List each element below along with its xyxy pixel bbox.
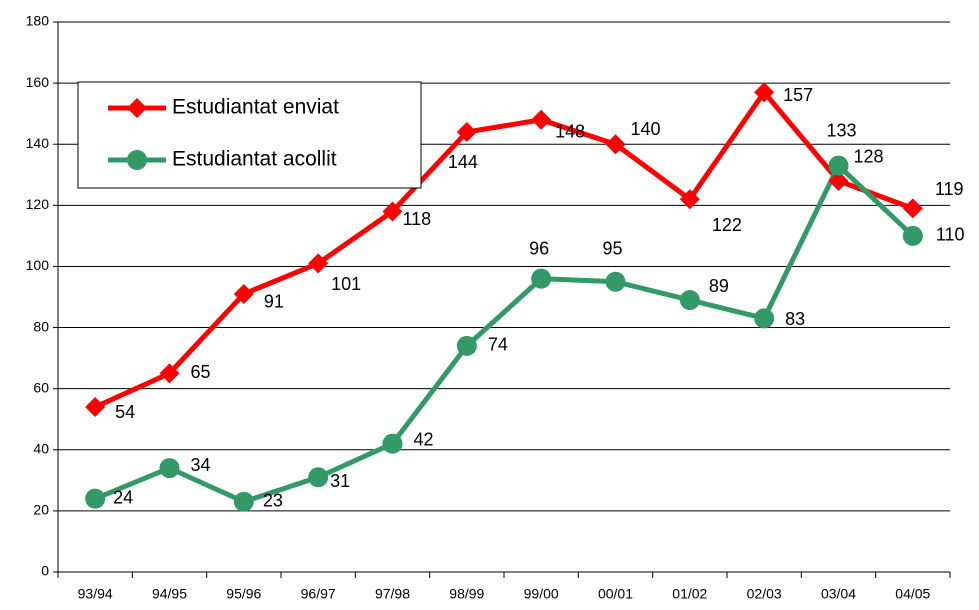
- legend-box: [77, 81, 422, 189]
- marker: [382, 433, 403, 454]
- data-label: 89: [709, 276, 729, 296]
- x-tick-label: 02/03: [747, 586, 782, 602]
- x-tick-label: 01/02: [672, 586, 707, 602]
- marker: [531, 268, 552, 289]
- y-tick-label: 120: [26, 196, 50, 212]
- marker: [127, 150, 147, 170]
- marker: [85, 488, 106, 509]
- marker: [828, 170, 849, 191]
- marker: [605, 134, 626, 155]
- marker: [382, 201, 403, 222]
- x-tick-label: 95/96: [226, 586, 261, 602]
- x-tick-label: 96/97: [301, 586, 336, 602]
- data-label: 148: [555, 122, 585, 142]
- data-label: 101: [331, 274, 361, 294]
- data-label: 157: [783, 85, 813, 105]
- data-label: 144: [448, 152, 478, 172]
- y-tick-label: 140: [26, 135, 50, 151]
- data-label: 23: [263, 490, 283, 510]
- marker: [233, 283, 254, 304]
- data-label: 91: [264, 292, 284, 312]
- legend-label: Estudiantat enviat: [172, 96, 339, 119]
- data-label: 95: [603, 238, 623, 258]
- x-tick-label: 00/01: [598, 586, 633, 602]
- x-tick-label: 94/95: [152, 586, 187, 602]
- x-tick-label: 03/04: [821, 586, 856, 602]
- marker: [308, 467, 329, 488]
- data-label: 96: [529, 238, 549, 258]
- data-label: 122: [712, 215, 742, 235]
- series-line: [94, 89, 914, 410]
- data-label: 119: [935, 179, 964, 199]
- marker: [902, 225, 923, 246]
- data-label: 24: [113, 487, 133, 507]
- y-tick-label: 40: [33, 440, 49, 456]
- marker: [605, 271, 626, 292]
- marker: [456, 122, 477, 142]
- x-tick-label: 99/00: [524, 586, 559, 602]
- marker: [159, 458, 180, 479]
- marker: [233, 491, 254, 512]
- data-label: 65: [191, 362, 211, 382]
- x-tick-label: 04/05: [895, 586, 930, 602]
- marker: [902, 198, 923, 219]
- marker: [679, 290, 700, 311]
- marker: [308, 253, 329, 274]
- y-tick-label: 180: [26, 13, 50, 29]
- data-label: 34: [191, 455, 211, 475]
- x-tick-label: 98/99: [449, 586, 484, 602]
- data-label: 83: [785, 309, 805, 329]
- marker: [679, 189, 700, 210]
- data-label: 118: [403, 209, 432, 229]
- data-label: 74: [488, 335, 508, 355]
- data-label: 54: [115, 402, 135, 422]
- marker: [159, 363, 180, 384]
- marker: [85, 397, 106, 417]
- marker: [456, 335, 477, 356]
- y-tick-label: 100: [26, 257, 50, 273]
- y-tick-label: 60: [33, 379, 49, 395]
- marker: [754, 308, 775, 329]
- y-tick-label: 0: [41, 563, 49, 579]
- marker: [754, 82, 775, 103]
- marker: [828, 155, 849, 176]
- series-line: [94, 163, 915, 505]
- y-tick-label: 80: [33, 318, 49, 334]
- legend-label: Estudiantat acollit: [172, 148, 337, 171]
- marker: [531, 109, 552, 130]
- y-tick-label: 160: [26, 74, 50, 90]
- x-tick-label: 97/98: [375, 586, 410, 602]
- data-label: 110: [936, 225, 965, 245]
- y-tick-label: 20: [33, 502, 49, 518]
- data-label: 133: [827, 120, 857, 140]
- x-tick-label: 93/94: [78, 586, 113, 602]
- data-label: 31: [330, 471, 350, 491]
- data-label: 140: [631, 119, 661, 139]
- data-label: 128: [854, 147, 884, 167]
- marker: [127, 98, 147, 118]
- data-label: 42: [414, 429, 434, 449]
